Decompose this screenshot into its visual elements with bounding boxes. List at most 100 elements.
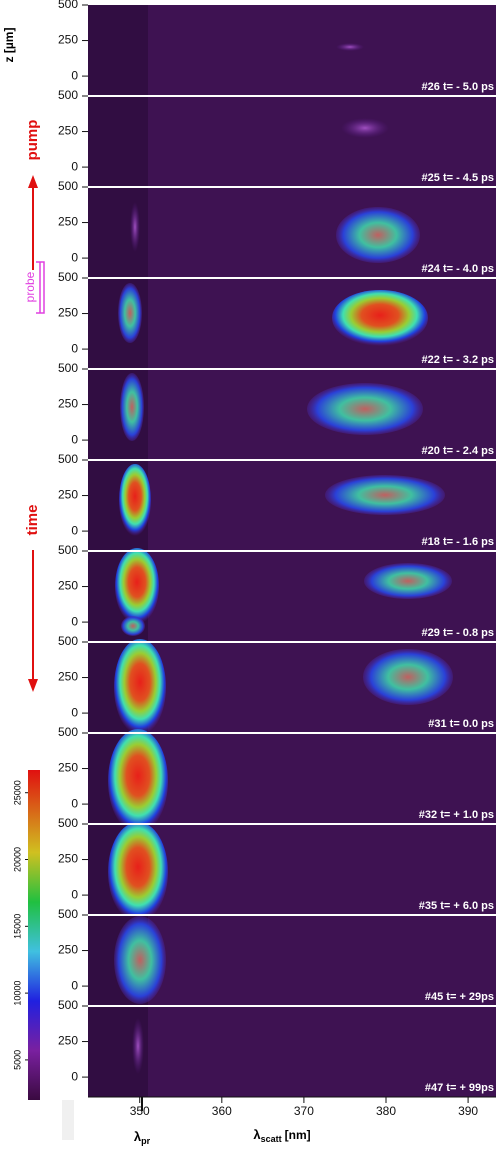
intensity-blob	[363, 649, 453, 705]
time-label: time	[24, 505, 41, 536]
panel-label: #32 t= + 1.0 ps	[419, 809, 494, 821]
y-tick-label: 500	[58, 725, 78, 739]
panel-image	[88, 96, 496, 187]
y-tick-label: 0	[71, 68, 78, 82]
intensity-blob	[118, 283, 142, 343]
panel-image	[88, 369, 496, 460]
y-tick-label: 500	[58, 816, 78, 830]
panel-label: #29 t= - 0.8 ps	[422, 627, 494, 639]
y-tick-label: 250	[58, 33, 78, 47]
y-tick-label: 250	[58, 488, 78, 502]
y-tick-label: 250	[58, 943, 78, 957]
y-tick-label: 0	[71, 796, 78, 810]
spacer	[62, 1100, 74, 1140]
x-tick-label: 380	[376, 1104, 396, 1118]
intensity-blob	[132, 1018, 144, 1074]
x-tick-label: 390	[458, 1104, 478, 1118]
y-tick-label: 0	[71, 978, 78, 992]
y-tick-label: 250	[58, 852, 78, 866]
y-tick-label: 0	[71, 887, 78, 901]
subscript: pr	[141, 1136, 150, 1146]
panel-image	[88, 187, 496, 278]
y-tick-label: 0	[71, 1069, 78, 1083]
panel-shade	[88, 5, 148, 96]
y-tick-label: 250	[58, 761, 78, 775]
y-tick-label: 0	[71, 614, 78, 628]
intensity-blob	[115, 548, 159, 624]
intensity-blob	[307, 383, 423, 435]
unit: [nm]	[285, 1128, 311, 1142]
intensity-blob	[108, 822, 168, 922]
y-tick-label: 500	[58, 543, 78, 557]
panel-image	[88, 278, 496, 369]
y-tick-label: 250	[58, 579, 78, 593]
time-arrow-head	[28, 679, 38, 692]
intensity-blob	[130, 202, 140, 252]
x-axis-label: λscatt [nm]	[253, 1127, 310, 1144]
intensity-blob	[114, 916, 166, 1004]
y-tick-label: 250	[58, 215, 78, 229]
pump-arrow-head	[28, 175, 38, 188]
colorbar-tick-label: 20000	[12, 847, 22, 872]
intensity-blob	[325, 475, 445, 515]
panel-label: #25 t= - 4.5 ps	[422, 172, 494, 184]
intensity-blob	[332, 290, 428, 346]
panel-label: #24 t= - 4.0 ps	[422, 263, 494, 275]
y-tick-label: 0	[71, 250, 78, 264]
y-tick-label: 250	[58, 306, 78, 320]
intensity-blob	[364, 563, 452, 599]
y-tick-label: 0	[71, 432, 78, 446]
intensity-blob	[341, 118, 389, 138]
symbol: λ	[134, 1129, 142, 1144]
y-tick-label: 500	[58, 88, 78, 102]
probe-label: probe	[23, 271, 37, 302]
y-tick-label: 250	[58, 1034, 78, 1048]
y-tick-label: 250	[58, 670, 78, 684]
colorbar	[28, 770, 40, 1100]
colorbar-tick-label: 15000	[12, 914, 22, 939]
x-tick-label: 370	[294, 1104, 314, 1118]
y-tick-label: 500	[58, 361, 78, 375]
y-tick-label: 500	[58, 907, 78, 921]
intensity-blob	[119, 464, 151, 536]
y-tick-label: 0	[71, 159, 78, 173]
y-tick-label: 500	[58, 452, 78, 466]
pump-label: pump	[24, 120, 41, 161]
panel-label: #18 t= - 1.6 ps	[422, 536, 494, 548]
intensity-blob	[336, 207, 420, 263]
y-axis-label: z [µm]	[2, 28, 16, 63]
y-tick-label: 0	[71, 705, 78, 719]
panel-label: #31 t= 0.0 ps	[428, 718, 494, 730]
y-tick-label: 500	[58, 179, 78, 193]
symbol: λ	[253, 1127, 261, 1142]
y-tick-label: 0	[71, 523, 78, 537]
panels: 0 250 500 #26 t= - 5.0 ps 0 250 500 #25 t= - 4.…	[58, 0, 496, 1097]
panel-label: #47 t= + 99ps	[425, 1082, 494, 1094]
probe-bracket	[36, 261, 45, 314]
intensity-blob	[336, 43, 364, 51]
colorbar-tick-label: 25000	[12, 780, 22, 805]
panel-label: #35 t= + 6.0 ps	[419, 900, 494, 912]
intensity-blob	[121, 616, 145, 636]
probe-wavelength-label: λpr	[134, 1129, 151, 1146]
panel-label: #45 t= + 29ps	[425, 991, 494, 1003]
y-tick-label: 250	[58, 124, 78, 138]
y-tick-label: 500	[58, 634, 78, 648]
panel-image	[88, 5, 496, 96]
panel-label: #20 t= - 2.4 ps	[422, 445, 494, 457]
intensity-blob	[114, 639, 166, 735]
panel-shade	[88, 96, 148, 187]
y-tick-label: 250	[58, 397, 78, 411]
panel-image	[88, 1006, 496, 1097]
x-tick-label: 350	[130, 1104, 150, 1118]
panel-label: #22 t= - 3.2 ps	[422, 354, 494, 366]
intensity-blob	[108, 729, 168, 833]
intensity-blob	[120, 373, 144, 441]
y-tick-label: 500	[58, 998, 78, 1012]
colorbar-tick-label: 10000	[12, 981, 22, 1006]
y-tick-label: 500	[58, 0, 78, 11]
subscript: scatt	[261, 1134, 282, 1144]
panel-label: #26 t= - 5.0 ps	[422, 81, 494, 93]
colorbar-tick-label: 5000	[12, 1050, 22, 1070]
x-tick-label: 360	[212, 1104, 232, 1118]
